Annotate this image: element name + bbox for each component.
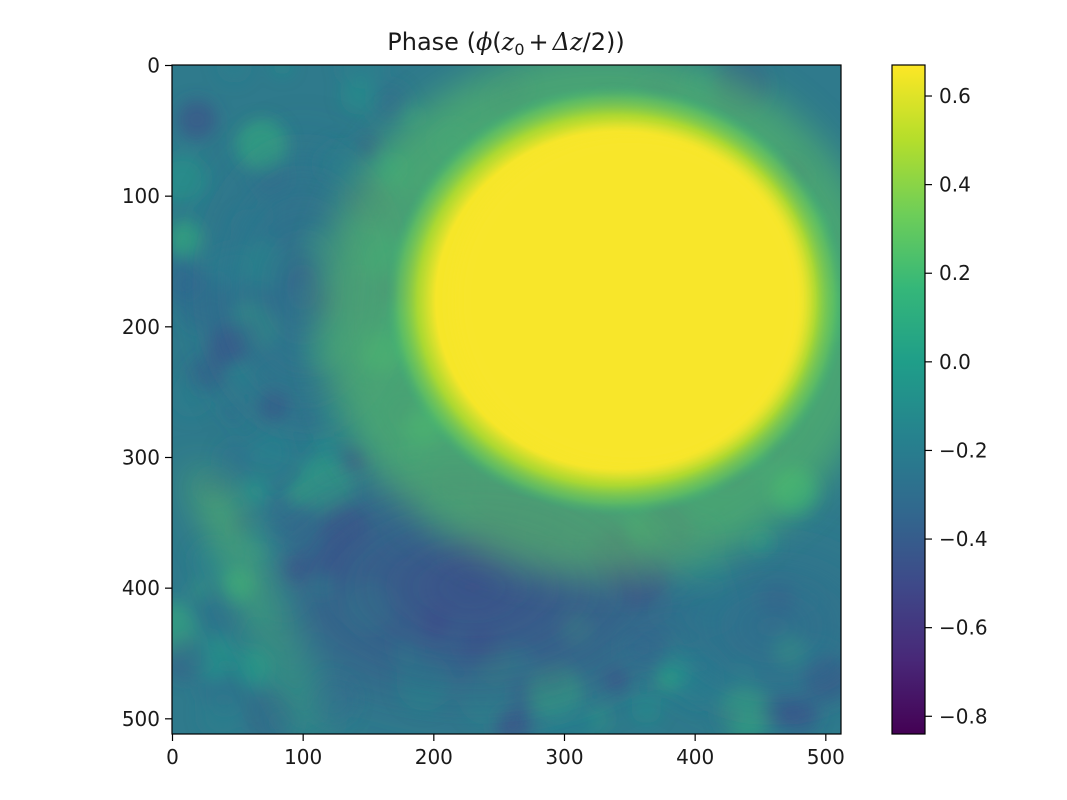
- dark-region-lower-right: [629, 522, 841, 732]
- y-tick-label: 500: [122, 707, 160, 731]
- texture-blob: [216, 65, 253, 84]
- texture-blob: [243, 478, 268, 504]
- colorbar-axis: 0.6 0.4 0.2 0.0 −0.2 −0.4 −0.6 −0.8: [925, 84, 988, 728]
- plot-frame: [171, 64, 842, 735]
- y-tick-label: 100: [122, 184, 160, 208]
- y-tick-label: 300: [122, 445, 160, 469]
- colorbar-tick-label: 0.0: [939, 350, 971, 374]
- colorbar-tick-label: −0.8: [939, 704, 988, 728]
- heatmap-image: [172, 65, 841, 734]
- texture-blob: [370, 84, 409, 122]
- chart-title: Phase (ϕ(z0 + Δz/2)): [387, 28, 624, 59]
- x-tick-label: 200: [415, 745, 453, 769]
- texture-blob: [340, 77, 378, 115]
- colorbar: [891, 64, 926, 735]
- bright-region-core: [452, 131, 806, 469]
- colorbar-tick-label: −0.2: [939, 438, 988, 462]
- texture-blob: [272, 65, 293, 76]
- colorbar-tick-label: −0.4: [939, 527, 988, 551]
- colorbar-tick-label: 0.6: [939, 84, 971, 108]
- texture-blob: [177, 99, 217, 140]
- y-tick-label: 200: [122, 315, 160, 339]
- colorbar-tick-label: 0.4: [939, 173, 971, 197]
- texture-blob: [216, 440, 255, 479]
- light-streak: [185, 470, 336, 734]
- texture-blob: [200, 693, 245, 734]
- x-tick-label: 0: [166, 745, 179, 769]
- texture-blob: [172, 635, 209, 681]
- texture-blob: [172, 377, 212, 418]
- texture-blob: [630, 693, 662, 724]
- y-tick-label: 0: [147, 54, 160, 78]
- x-axis: 0 100 200 300 400 500: [166, 734, 845, 769]
- y-tick-label: 400: [122, 576, 160, 600]
- x-tick-label: 300: [545, 745, 583, 769]
- x-tick-label: 100: [284, 745, 322, 769]
- colorbar-tick-label: −0.6: [939, 616, 988, 640]
- x-tick-label: 500: [807, 745, 845, 769]
- texture-blob: [172, 154, 208, 204]
- y-axis: 0 100 200 300 400 500: [122, 54, 172, 731]
- colorbar-tick-label: 0.2: [939, 261, 971, 285]
- x-tick-label: 400: [676, 745, 714, 769]
